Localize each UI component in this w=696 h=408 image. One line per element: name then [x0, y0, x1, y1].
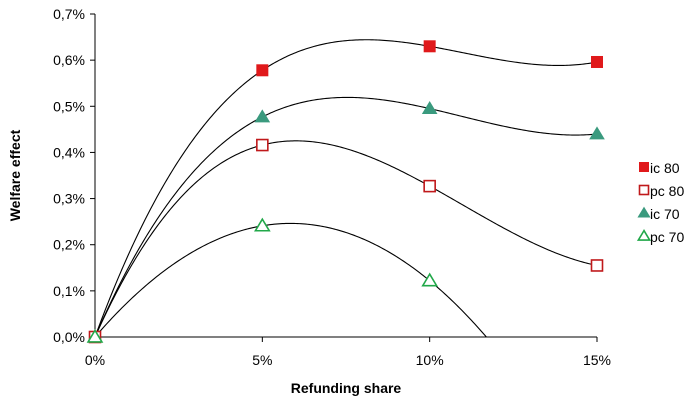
- x-axis-title: Refunding share: [291, 380, 402, 396]
- y-tick-label: 0,0%: [53, 329, 85, 345]
- ticks: 0,0% 0,1% 0,2% 0,3% 0,4% 0,5% 0,6% 0,7% 0% 5% 10% 1…: [53, 6, 611, 368]
- trend-lines: [94, 39, 598, 338]
- trend-line: [94, 222, 487, 338]
- y-tick-label: 0,1%: [53, 283, 85, 299]
- data-point: [256, 138, 269, 152]
- data-point: [421, 272, 439, 287]
- data-point: [589, 126, 605, 140]
- data-point: [253, 217, 271, 232]
- legend-marker: [638, 184, 650, 196]
- trend-line: [94, 96, 598, 338]
- data-point: [423, 179, 436, 193]
- data-point: [590, 259, 604, 272]
- y-tick-label: 0,3%: [53, 191, 85, 207]
- x-tick-label: 15%: [583, 352, 611, 368]
- y-tick-label: 0,6%: [53, 52, 85, 68]
- y-tick-label: 0,2%: [53, 237, 85, 253]
- data-point: [86, 328, 104, 343]
- trend-line: [94, 39, 598, 338]
- y-axis-title: Welfare effect: [7, 129, 23, 221]
- legend-label: pc 80: [650, 183, 684, 199]
- legend: ic 80 pc 80 ic 70 pc 70: [636, 160, 684, 245]
- trend-line: [94, 140, 598, 338]
- legend-label: ic 80: [650, 160, 680, 176]
- y-tick-label: 0,4%: [53, 144, 85, 160]
- data-point: [423, 40, 436, 53]
- legend-marker: [637, 206, 651, 218]
- y-tick-label: 0,5%: [53, 98, 85, 114]
- axes: [94, 14, 597, 338]
- data-point: [591, 55, 603, 68]
- legend-label: ic 70: [650, 206, 680, 222]
- data-point: [256, 64, 269, 77]
- legend-marker: [636, 229, 652, 241]
- legend-label: pc 70: [650, 229, 684, 245]
- legend-marker: [639, 162, 649, 172]
- data-points: [86, 40, 605, 344]
- y-tick-label: 0,7%: [53, 6, 85, 22]
- x-tick-label: 0%: [85, 352, 105, 368]
- x-tick-label: 5%: [252, 352, 272, 368]
- data-point: [254, 109, 271, 123]
- x-tick-label: 10%: [416, 352, 444, 368]
- data-point: [421, 101, 438, 115]
